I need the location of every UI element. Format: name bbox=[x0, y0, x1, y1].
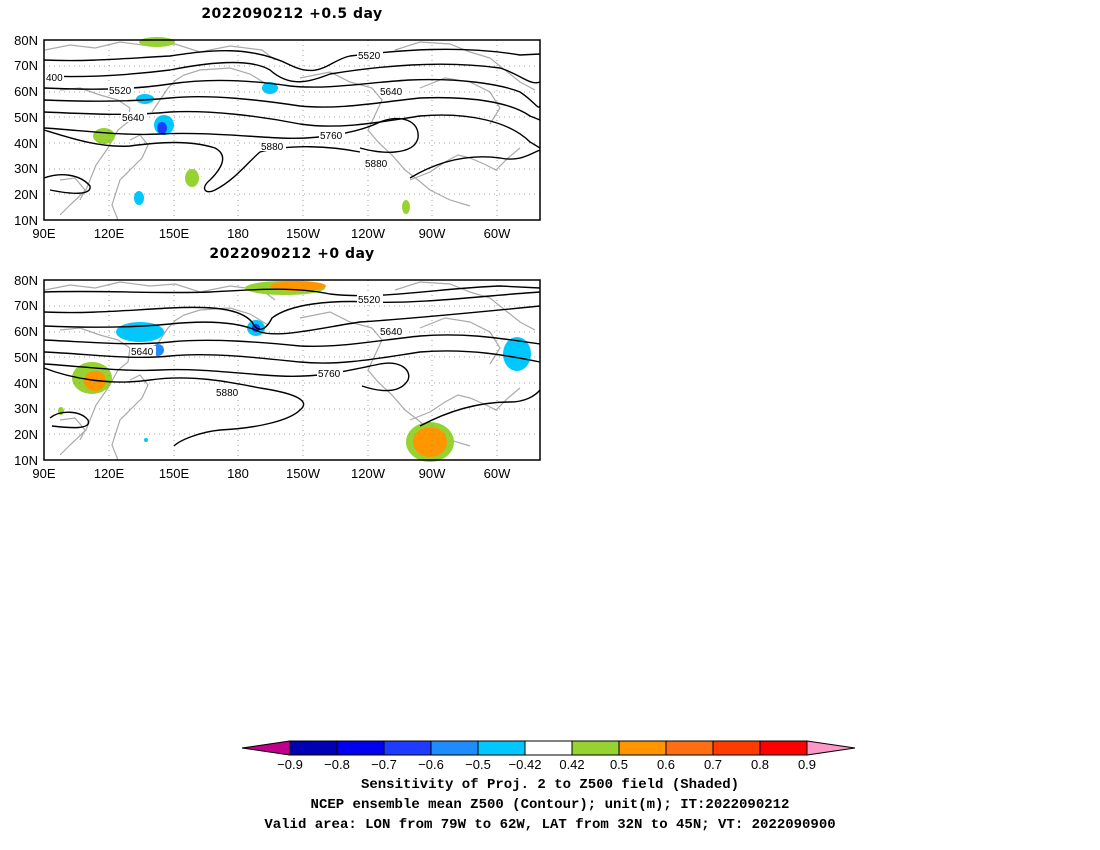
lon-tick: 90W bbox=[419, 226, 446, 241]
contour-label: 400 bbox=[46, 73, 63, 84]
lon-tick: 90W bbox=[419, 466, 446, 481]
contour-label: 5640 bbox=[131, 347, 154, 358]
colorbar-label: −0.5 bbox=[465, 757, 491, 772]
contour-label: 5880 bbox=[261, 142, 284, 153]
colorbar-swatch bbox=[524, 740, 573, 756]
colorbar-label: 0.6 bbox=[657, 757, 675, 772]
lon-tick: 150W bbox=[286, 226, 321, 241]
lat-tick: 20N bbox=[14, 187, 38, 202]
colorbar-label: −0.8 bbox=[324, 757, 350, 772]
colorbar-label: −0.6 bbox=[418, 757, 444, 772]
colorbar-swatches bbox=[241, 740, 856, 756]
colorbar-label: 0.8 bbox=[751, 757, 769, 772]
caption-line-1: Sensitivity of Proj. 2 to Z500 field (Sh… bbox=[360, 777, 740, 793]
lon-tick: 120E bbox=[94, 466, 125, 481]
panel1-title: 2022090212 +0.5 day bbox=[201, 6, 383, 22]
panel2-map: 5520 5640 5640 5760 5880 80N 70N 60N 50N… bbox=[14, 273, 541, 481]
lon-tick: 90E bbox=[32, 466, 55, 481]
contour-label: 5640 bbox=[380, 87, 403, 98]
colorbar-swatch bbox=[477, 740, 526, 756]
lat-axis: 80N 70N 60N 50N 40N 30N 20N 10N bbox=[14, 33, 38, 228]
colorbar-max-arrow bbox=[806, 740, 856, 756]
lon-tick: 120W bbox=[351, 226, 386, 241]
colorbar-swatch bbox=[430, 740, 479, 756]
map-frame bbox=[43, 279, 541, 461]
contour-labels: 5520 5640 5640 5760 5880 bbox=[130, 294, 405, 399]
lon-tick: 180 bbox=[227, 466, 249, 481]
z500-contours bbox=[43, 48, 541, 194]
lon-tick: 90E bbox=[32, 226, 55, 241]
lat-tick: 30N bbox=[14, 401, 38, 416]
contour-label: 5760 bbox=[320, 131, 343, 142]
colorbar-labels: −0.9 −0.8 −0.7 −0.6 −0.5 −0.42 0.42 0.5 0.6 0.7 0.… bbox=[277, 757, 816, 772]
colorbar-label: 0.9 bbox=[798, 757, 816, 772]
contour-label: 5520 bbox=[358, 295, 381, 306]
lat-tick: 30N bbox=[14, 161, 38, 176]
colorbar: −0.9 −0.8 −0.7 −0.6 −0.5 −0.42 0.42 0.5 0.6 0.7 0.… bbox=[241, 740, 856, 772]
lat-axis: 80N 70N 60N 50N 40N 30N 20N 10N bbox=[14, 273, 38, 468]
lat-tick: 40N bbox=[14, 376, 38, 391]
contour-label: 5520 bbox=[109, 86, 132, 97]
lon-tick: 60W bbox=[484, 226, 511, 241]
lat-tick: 50N bbox=[14, 110, 38, 125]
colorbar-label: −0.42 bbox=[509, 757, 542, 772]
lat-tick: 60N bbox=[14, 84, 38, 99]
contour-label: 5880 bbox=[216, 388, 239, 399]
lat-tick: 50N bbox=[14, 350, 38, 365]
lat-tick: 20N bbox=[14, 427, 38, 442]
lon-tick: 150E bbox=[159, 466, 190, 481]
lon-tick: 120E bbox=[94, 226, 125, 241]
lon-tick: 120W bbox=[351, 466, 386, 481]
lat-tick: 40N bbox=[14, 136, 38, 151]
contour-label: 5520 bbox=[358, 51, 381, 62]
map-frame bbox=[43, 39, 541, 221]
z500-contours bbox=[43, 285, 541, 447]
colorbar-swatch bbox=[665, 740, 714, 756]
contour-label: 5880 bbox=[365, 159, 388, 170]
contour-label: 5760 bbox=[318, 369, 341, 380]
caption-line-2: NCEP ensemble mean Z500 (Contour); unit(… bbox=[310, 797, 790, 813]
lat-tick: 70N bbox=[14, 58, 38, 73]
colorbar-label: 0.7 bbox=[704, 757, 722, 772]
lat-tick: 80N bbox=[14, 33, 38, 48]
colorbar-label: 0.5 bbox=[610, 757, 628, 772]
lon-tick: 180 bbox=[227, 226, 249, 241]
lon-axis: 90E 120E 150E 180 150W 120W 90W 60W bbox=[32, 466, 511, 481]
colorbar-swatch bbox=[712, 740, 761, 756]
colorbar-swatch bbox=[383, 740, 432, 756]
colorbar-label: 0.42 bbox=[559, 757, 584, 772]
gridlines bbox=[44, 280, 540, 460]
lon-tick: 150E bbox=[159, 226, 190, 241]
lat-tick: 70N bbox=[14, 298, 38, 313]
lon-tick: 60W bbox=[484, 466, 511, 481]
colorbar-label: −0.7 bbox=[371, 757, 397, 772]
lat-tick: 10N bbox=[14, 453, 38, 468]
lon-axis: 90E 120E 150E 180 150W 120W 90W 60W bbox=[32, 226, 511, 241]
contour-label: 5640 bbox=[122, 113, 145, 124]
colorbar-min-arrow bbox=[241, 740, 291, 756]
colorbar-swatch bbox=[289, 740, 338, 756]
lat-tick: 80N bbox=[14, 273, 38, 288]
contour-label: 5640 bbox=[380, 327, 403, 338]
caption-line-3: Valid area: LON from 79W to 62W, LAT fro… bbox=[264, 817, 836, 833]
colorbar-swatch bbox=[336, 740, 385, 756]
lon-tick: 150W bbox=[286, 466, 321, 481]
colorbar-swatch bbox=[759, 740, 808, 756]
lat-tick: 60N bbox=[14, 324, 38, 339]
panel1-map: 5520 5520 5640 5640 5760 5880 5880 400 8… bbox=[14, 33, 541, 241]
coastlines bbox=[44, 41, 536, 221]
colorbar-label: −0.9 bbox=[277, 757, 303, 772]
lat-tick: 10N bbox=[14, 213, 38, 228]
colorbar-swatch bbox=[571, 740, 620, 756]
coastlines bbox=[44, 281, 536, 461]
panel2-title: 2022090212 +0 day bbox=[209, 246, 375, 262]
colorbar-swatch bbox=[618, 740, 667, 756]
contour-labels: 5520 5520 5640 5640 5760 5880 5880 400 bbox=[44, 50, 405, 170]
